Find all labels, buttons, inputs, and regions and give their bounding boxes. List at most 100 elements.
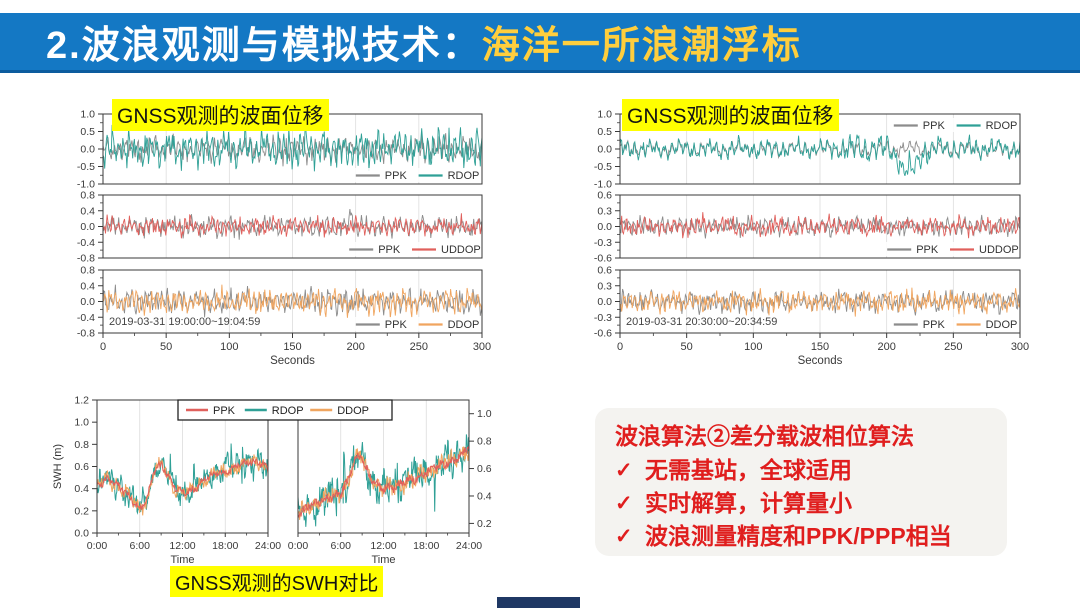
svg-text:0.6: 0.6: [597, 190, 612, 202]
svg-text:200: 200: [346, 341, 364, 353]
svg-text:0.6: 0.6: [74, 461, 89, 473]
svg-text:0.0: 0.0: [80, 296, 95, 308]
svg-text:0.2: 0.2: [477, 518, 492, 530]
svg-text:0.6: 0.6: [477, 463, 492, 475]
check-icon: ✓: [615, 492, 633, 515]
svg-text:200: 200: [877, 341, 895, 353]
svg-text:6:00: 6:00: [130, 540, 151, 552]
svg-text:Time: Time: [170, 554, 194, 566]
svg-text:-0.8: -0.8: [77, 253, 95, 265]
svg-text:-0.3: -0.3: [594, 312, 612, 324]
svg-text:12:00: 12:00: [169, 540, 195, 552]
svg-text:Seconds: Seconds: [270, 355, 315, 367]
svg-text:0.3: 0.3: [597, 280, 612, 292]
svg-text:0.4: 0.4: [80, 280, 95, 292]
svg-text:PPK: PPK: [385, 319, 408, 331]
svg-text:0.8: 0.8: [477, 436, 492, 448]
svg-text:-1.0: -1.0: [77, 179, 95, 191]
svg-text:0: 0: [100, 341, 106, 353]
svg-text:1.0: 1.0: [477, 408, 492, 420]
svg-text:0:00: 0:00: [288, 540, 309, 552]
svg-text:0.4: 0.4: [74, 483, 89, 495]
svg-text:-0.5: -0.5: [77, 161, 95, 173]
algo-title: 波浪算法②差分载波相位算法: [615, 423, 914, 449]
algo-item: ✓ 无需基站，全球适用: [615, 454, 987, 487]
svg-text:0.0: 0.0: [74, 528, 89, 540]
svg-text:2019-03-31 19:00:00~19:04:59: 2019-03-31 19:00:00~19:04:59: [109, 316, 260, 328]
svg-text:250: 250: [410, 341, 428, 353]
svg-text:0.2: 0.2: [74, 505, 89, 517]
check-icon: ✓: [615, 459, 633, 482]
svg-text:0.0: 0.0: [80, 144, 95, 156]
svg-text:1.0: 1.0: [597, 109, 612, 121]
svg-text:Seconds: Seconds: [798, 355, 843, 367]
svg-text:2019-03-31 20:30:00~20:34:59: 2019-03-31 20:30:00~20:34:59: [626, 316, 777, 328]
svg-text:RDOP: RDOP: [986, 120, 1018, 132]
svg-text:0.8: 0.8: [74, 439, 89, 451]
svg-text:150: 150: [811, 341, 829, 353]
svg-text:PPK: PPK: [213, 405, 236, 417]
svg-text:-0.4: -0.4: [77, 312, 95, 324]
page-title-highlight: 海洋一所浪潮浮标: [481, 25, 802, 67]
svg-text:300: 300: [473, 341, 491, 353]
svg-text:-0.5: -0.5: [594, 161, 612, 173]
svg-text:RDOP: RDOP: [448, 170, 480, 182]
svg-text:1.2: 1.2: [74, 395, 89, 407]
svg-text:0.3: 0.3: [597, 205, 612, 217]
algo-item: ✓ 实时解算，计算量小: [615, 487, 987, 520]
label-displacement-right: GNSS观测的波面位移: [622, 99, 839, 131]
svg-text:0.8: 0.8: [80, 190, 95, 202]
svg-text:-0.4: -0.4: [77, 237, 95, 249]
algorithm-summary-box: 波浪算法②差分载波相位算法 ✓ 无需基站，全球适用 ✓ 实时解算，计算量小 ✓ …: [595, 408, 1007, 556]
svg-text:0.0: 0.0: [597, 296, 612, 308]
svg-text:DDOP: DDOP: [986, 319, 1018, 331]
svg-text:100: 100: [220, 341, 238, 353]
svg-text:PPK: PPK: [923, 319, 946, 331]
label-displacement-left: GNSS观测的波面位移: [112, 99, 329, 131]
svg-text:0: 0: [617, 341, 623, 353]
svg-text:-1.0: -1.0: [594, 179, 612, 191]
svg-text:1.0: 1.0: [80, 109, 95, 121]
svg-text:0.8: 0.8: [80, 265, 95, 277]
displacement-chart-right: 1.0 0.5 0.0 -0.5 -1.0 PPK RDOP 0.6 0.3 0.0 -0.3 -0.…: [594, 109, 1029, 368]
svg-text:24:00: 24:00: [255, 540, 281, 552]
svg-text:50: 50: [681, 341, 693, 353]
algo-item-text: 波浪测量精度和PPK/PPP相当: [645, 523, 952, 549]
svg-text:24:00: 24:00: [456, 540, 482, 552]
svg-text:PPK: PPK: [378, 244, 401, 256]
svg-text:1.0: 1.0: [74, 417, 89, 429]
svg-text:12:00: 12:00: [370, 540, 396, 552]
svg-text:-0.6: -0.6: [594, 328, 612, 340]
svg-text:0.4: 0.4: [80, 205, 95, 217]
svg-text:UDDOP: UDDOP: [979, 244, 1019, 256]
svg-text:Time: Time: [371, 554, 395, 566]
displacement-chart-left: 1.0 0.5 0.0 -0.5 -1.0 PPK RDOP 0.8 0.4 0.0 -0.4 -0.…: [77, 109, 491, 368]
page-title: 2.波浪观测与模拟技术：: [46, 25, 482, 67]
svg-text:0.0: 0.0: [597, 221, 612, 233]
algo-item-text: 无需基站，全球适用: [645, 457, 852, 483]
algo-item: ✓ 波浪测量精度和PPK/PPP相当: [615, 520, 987, 553]
svg-text:0.6: 0.6: [597, 265, 612, 277]
svg-text:PPK: PPK: [923, 120, 946, 132]
svg-text:UDDOP: UDDOP: [441, 244, 481, 256]
slide-title-bar: 2.波浪观测与模拟技术： 海洋一所浪潮浮标: [0, 13, 1080, 73]
svg-text:RDOP: RDOP: [272, 405, 304, 417]
svg-text:50: 50: [160, 341, 172, 353]
svg-text:0.0: 0.0: [597, 144, 612, 156]
svg-text:SWH (m): SWH (m): [52, 444, 64, 489]
svg-text:0:00: 0:00: [87, 540, 108, 552]
svg-text:0.4: 0.4: [477, 490, 492, 502]
svg-text:250: 250: [944, 341, 962, 353]
svg-text:PPK: PPK: [385, 170, 408, 182]
svg-text:-0.6: -0.6: [594, 253, 612, 265]
svg-text:18:00: 18:00: [413, 540, 439, 552]
svg-text:0.0: 0.0: [80, 221, 95, 233]
check-icon: ✓: [615, 525, 633, 548]
svg-text:0.5: 0.5: [597, 126, 612, 138]
algo-item-text: 实时解算，计算量小: [645, 490, 852, 516]
svg-text:300: 300: [1011, 341, 1029, 353]
svg-text:PPK: PPK: [916, 244, 939, 256]
svg-text:DDOP: DDOP: [337, 405, 369, 417]
svg-text:6:00: 6:00: [331, 540, 352, 552]
